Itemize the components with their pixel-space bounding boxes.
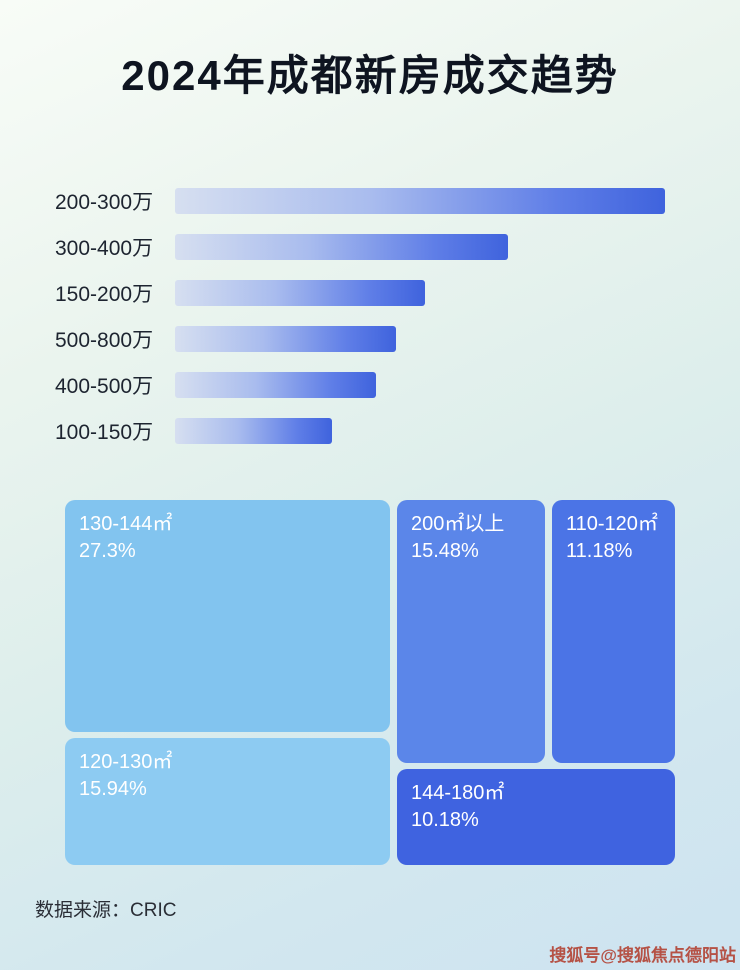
area-share-treemap: 130-144㎡ 27.3% 120-130㎡ 15.94% 200㎡以上 15… [65, 500, 675, 865]
bar [175, 372, 376, 398]
treemap-block-value: 15.48% [411, 540, 479, 562]
bar-row: 500-800万 [0, 316, 740, 362]
bar [175, 418, 332, 444]
treemap-block-value: 15.94% [79, 778, 147, 800]
treemap-block-value: 10.18% [411, 809, 479, 831]
treemap-block-110-120: 110-120㎡ 11.18% [552, 500, 675, 763]
bar-label: 200-300万 [55, 191, 154, 214]
page-title: 2024年成都新房成交趋势 [121, 52, 619, 99]
treemap-block-label: 130-144㎡ [79, 513, 173, 535]
bar-row: 150-200万 [0, 270, 740, 316]
bar [175, 234, 509, 260]
bar-track [175, 280, 665, 306]
bar [175, 188, 665, 214]
bar-track [175, 418, 665, 444]
price-band-bar-chart: 200-300万 300-400万 150-200万 500-800万 400-… [0, 178, 740, 454]
bar-label: 300-400万 [55, 237, 154, 260]
treemap-block-200-plus: 200㎡以上 15.48% [397, 500, 545, 763]
treemap-block-value: 11.18% [566, 540, 633, 562]
bar-row: 100-150万 [0, 408, 740, 454]
bar-track [175, 188, 665, 214]
bar-row: 400-500万 [0, 362, 740, 408]
treemap-block-120-130: 120-130㎡ 15.94% [65, 738, 390, 865]
treemap-block-130-144: 130-144㎡ 27.3% [65, 500, 390, 732]
bar-label: 400-500万 [55, 375, 154, 398]
bar [175, 280, 425, 306]
bar-track [175, 326, 665, 352]
data-source: 数据来源：CRIC [35, 900, 177, 921]
bar-label: 100-150万 [55, 421, 154, 444]
bar-row: 300-400万 [0, 224, 740, 270]
treemap-block-144-180: 144-180㎡ 10.18% [397, 769, 675, 865]
watermark: 搜狐号@搜狐焦点德阳站 [549, 946, 736, 965]
bar-track [175, 372, 665, 398]
bar-label: 150-200万 [55, 283, 154, 306]
bar-row: 200-300万 [0, 178, 740, 224]
bar-track [175, 234, 665, 260]
treemap-block-label: 144-180㎡ [411, 782, 505, 804]
treemap-block-label: 120-130㎡ [79, 751, 173, 773]
treemap-block-label: 200㎡以上 [411, 513, 505, 535]
bar-label: 500-800万 [55, 329, 154, 352]
treemap-block-label: 110-120㎡ [566, 513, 658, 535]
treemap-block-value: 27.3% [79, 540, 136, 562]
bar [175, 326, 396, 352]
